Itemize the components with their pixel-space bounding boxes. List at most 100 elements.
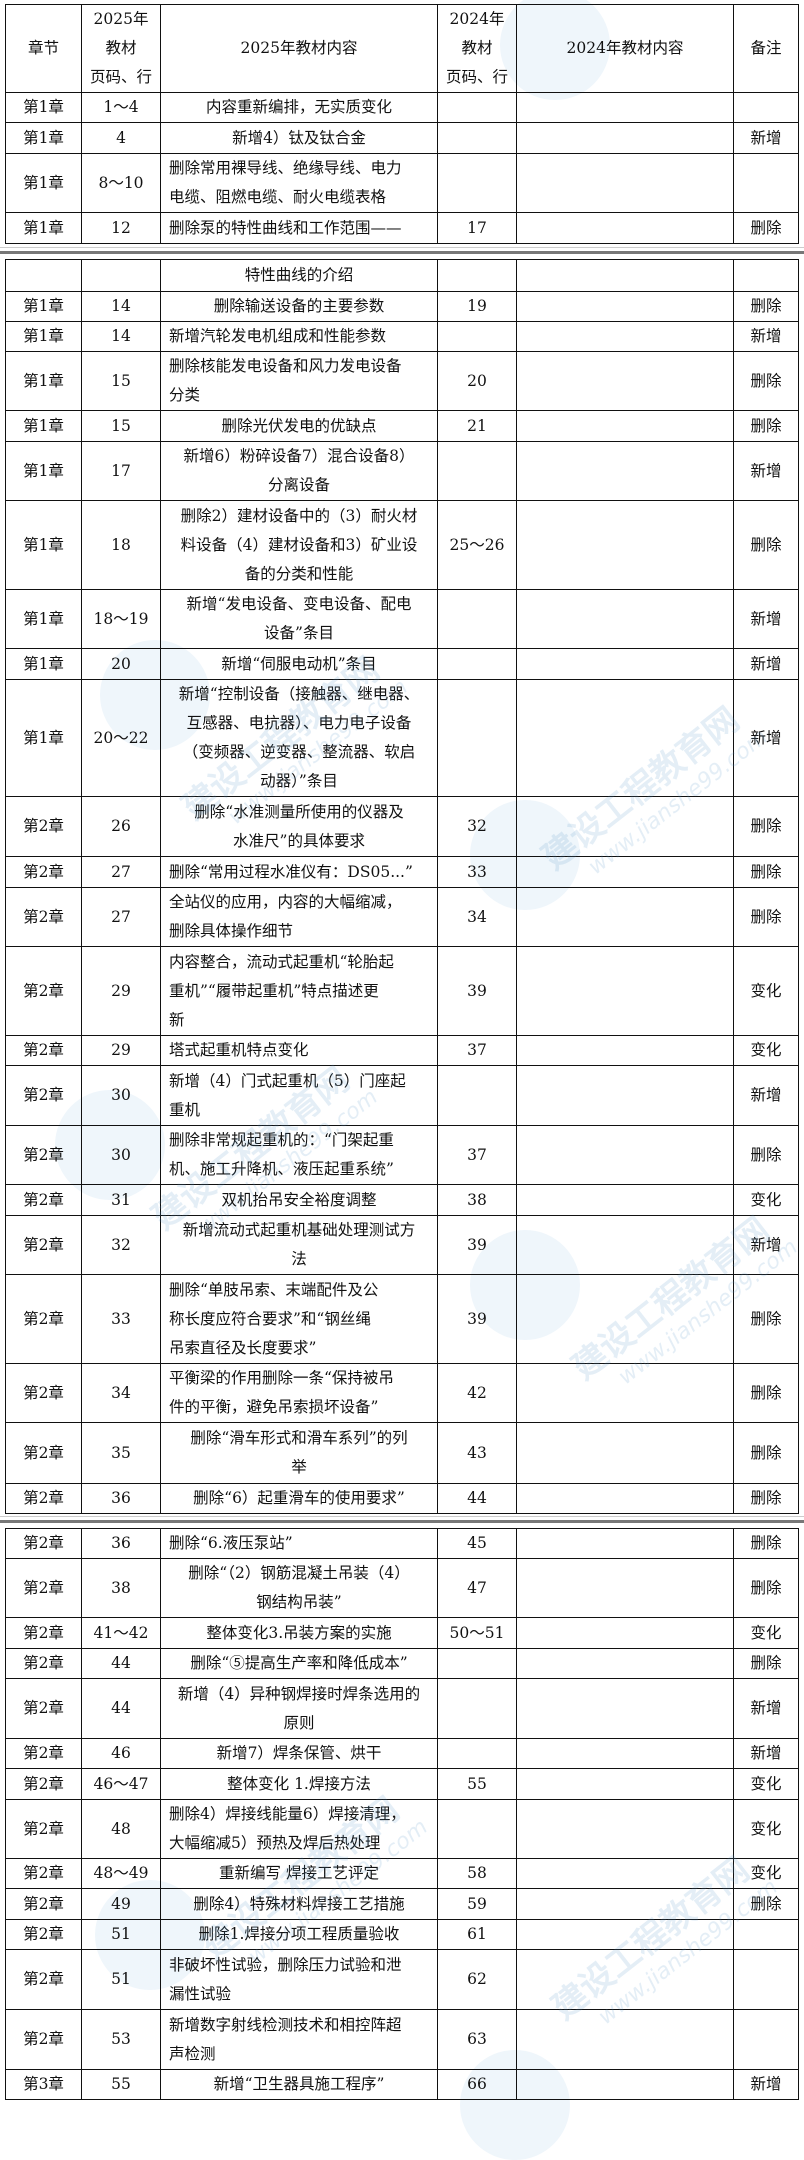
- content-2024-cell: [516, 1678, 734, 1739]
- column-header: 备注: [733, 4, 799, 93]
- content-2024-cell: [516, 589, 734, 649]
- content-2024-cell: [516, 1949, 734, 2010]
- page-2024-cell: 38: [437, 1184, 517, 1216]
- content-2025-cell: 全站仪的应用，内容的大幅缩减， 删除具体操作细节: [160, 887, 438, 947]
- page-2025-cell: 34: [81, 1363, 161, 1423]
- page-2025-cell: 48: [81, 1799, 161, 1859]
- page-2025-cell: 36: [81, 1528, 161, 1559]
- table-row: 第2章 41～42 整体变化3.吊装方案的实施 50～51 变化: [5, 1617, 799, 1649]
- content-2025-cell: 新增7）焊条保管、烘干: [160, 1738, 438, 1769]
- chapter-cell: 第2章: [5, 1919, 82, 1950]
- chapter-cell: 第2章: [5, 1617, 82, 1649]
- note-cell: 删除: [733, 1528, 799, 1559]
- page-2025-cell: 51: [81, 1919, 161, 1950]
- table-row: 第2章 51 删除1.焊接分项工程质量验收 61: [5, 1919, 799, 1950]
- content-2024-cell: [516, 1617, 734, 1649]
- page-2025-cell: 27: [81, 856, 161, 888]
- table-row: 第1章 1～4 内容重新编排，无实质变化: [5, 92, 799, 123]
- chapter-cell: 第1章: [5, 153, 82, 213]
- note-cell: 变化: [733, 946, 799, 1036]
- table-row: 第1章 18 删除2）建材设备中的（3）耐火材 料设备（4）建材设备和3）矿业设 备…: [5, 500, 799, 590]
- table-row: 第2章 31 双机抬吊安全裕度调整 38 变化: [5, 1184, 799, 1216]
- page-2025-cell: 14: [81, 321, 161, 352]
- content-2025-cell: 内容重新编排，无实质变化: [160, 92, 438, 123]
- page-2024-cell: 37: [437, 1035, 517, 1066]
- content-2024-cell: [516, 1858, 734, 1889]
- page-2025-cell: 55: [81, 2069, 161, 2100]
- table-row: 第1章 20 新增“伺服电动机”条目 新增: [5, 648, 799, 680]
- chapter-cell: 第2章: [5, 1648, 82, 1679]
- page-2024-cell: 37: [437, 1125, 517, 1185]
- chapter-cell: 第1章: [5, 410, 82, 442]
- note-cell: 变化: [733, 1184, 799, 1216]
- note-cell: 删除: [733, 1483, 799, 1514]
- page-2025-cell: 32: [81, 1215, 161, 1275]
- content-2024-cell: [516, 122, 734, 154]
- note-cell: 删除: [733, 887, 799, 947]
- note-cell: 删除: [733, 796, 799, 857]
- page-2024-cell: [437, 321, 517, 352]
- page-2024-cell: [437, 92, 517, 123]
- page-2025-cell: 27: [81, 887, 161, 947]
- table-row: 第1章 8～10 删除常用裸导线、绝缘导线、电力 电缆、阻燃电缆、耐火电缆表格: [5, 153, 799, 213]
- page-2025-cell: 4: [81, 122, 161, 154]
- content-2025-cell: 删除“单肢吊索、末端配件及公 称长度应符合要求”和“钢丝绳 吊索直径及长度要求”: [160, 1274, 438, 1364]
- content-2024-cell: [516, 2009, 734, 2070]
- chapter-cell: 第1章: [5, 500, 82, 590]
- chapter-cell: 第2章: [5, 1035, 82, 1066]
- page-2024-cell: 20: [437, 351, 517, 411]
- note-cell: [733, 1919, 799, 1950]
- page-2024-cell: 55: [437, 1768, 517, 1800]
- page-2024-cell: 45: [437, 1528, 517, 1559]
- chapter-cell: 第2章: [5, 1799, 82, 1859]
- content-2025-cell: 删除非常规起重机的：“门架起重 机、施工升降机、液压起重系统”: [160, 1125, 438, 1185]
- page-2024-cell: 63: [437, 2009, 517, 2070]
- chapter-cell: 第1章: [5, 351, 82, 411]
- chapter-cell: 第1章: [5, 92, 82, 123]
- table-row: 第1章 20～22 新增“控制设备（接触器、继电器、 互感器、电抗器）、电力电子设备…: [5, 679, 799, 797]
- table-row: 第1章 12 删除泵的特性曲线和工作范围—— 17 删除: [5, 212, 799, 244]
- page-2025-cell: 49: [81, 1888, 161, 1920]
- page-2024-cell: 43: [437, 1422, 517, 1484]
- table-row: 第2章 38 删除“（2）钢筋混凝土吊装（4） 钢结构吊装” 47 删除: [5, 1558, 799, 1618]
- page-2024-cell: [437, 122, 517, 154]
- table-row: 第2章 46～47 整体变化 1.焊接方法 55 变化: [5, 1768, 799, 1800]
- content-2024-cell: [516, 1528, 734, 1559]
- column-header: 章节: [5, 4, 82, 93]
- chapter-cell: 第2章: [5, 1125, 82, 1185]
- content-2024-cell: [516, 1768, 734, 1800]
- content-2024-cell: [516, 946, 734, 1036]
- content-2025-cell: 删除4）焊接线能量6）焊接清理， 大幅缩减5）预热及焊后热处理: [160, 1799, 438, 1859]
- note-cell: 删除: [733, 1125, 799, 1185]
- page-2024-cell: [437, 1799, 517, 1859]
- page-2025-cell: 15: [81, 351, 161, 411]
- page-2025-cell: 36: [81, 1483, 161, 1514]
- content-2025-cell: 新增4）钛及钛合金: [160, 122, 438, 154]
- page-2024-cell: 34: [437, 887, 517, 947]
- chapter-cell: 第1章: [5, 589, 82, 649]
- table-row: 第2章 30 新增（4）门式起重机（5）门座起 重机 新增: [5, 1065, 799, 1126]
- content-2025-cell: 新增“伺服电动机”条目: [160, 648, 438, 680]
- table-row: 第1章 4 新增4）钛及钛合金 新增: [5, 122, 799, 154]
- chapter-cell: 第1章: [5, 122, 82, 154]
- header-row: 章节 2025年 教材 页码、行 2025年教材内容 2024年 教材 页码、行 202…: [5, 4, 799, 93]
- note-cell: 新增: [733, 589, 799, 649]
- content-2025-cell: 删除1.焊接分项工程质量验收: [160, 1919, 438, 1950]
- page-2025-cell: 48～49: [81, 1858, 161, 1889]
- note-cell: 新增: [733, 1065, 799, 1126]
- content-2025-cell: 删除“常用过程水准仪有：DS05...”: [160, 856, 438, 888]
- note-cell: 新增: [733, 648, 799, 680]
- table-row: 第2章 46 新增7）焊条保管、烘干 新增: [5, 1738, 799, 1769]
- page-2025-cell: 20: [81, 648, 161, 680]
- page-2024-cell: [437, 648, 517, 680]
- column-header: 2024年教材内容: [516, 4, 734, 93]
- chapter-cell: 第1章: [5, 648, 82, 680]
- chapter-cell: 第2章: [5, 1888, 82, 1920]
- table-row: 第2章 27 全站仪的应用，内容的大幅缩减， 删除具体操作细节 34 删除: [5, 887, 799, 947]
- page-break: [0, 251, 804, 254]
- page-2024-cell: 47: [437, 1558, 517, 1618]
- content-2025-cell: 删除2）建材设备中的（3）耐火材 料设备（4）建材设备和3）矿业设 备的分类和性…: [160, 500, 438, 590]
- chapter-cell: 第2章: [5, 1483, 82, 1514]
- page-break: [0, 1520, 804, 1523]
- chapter-cell: 第1章: [5, 212, 82, 244]
